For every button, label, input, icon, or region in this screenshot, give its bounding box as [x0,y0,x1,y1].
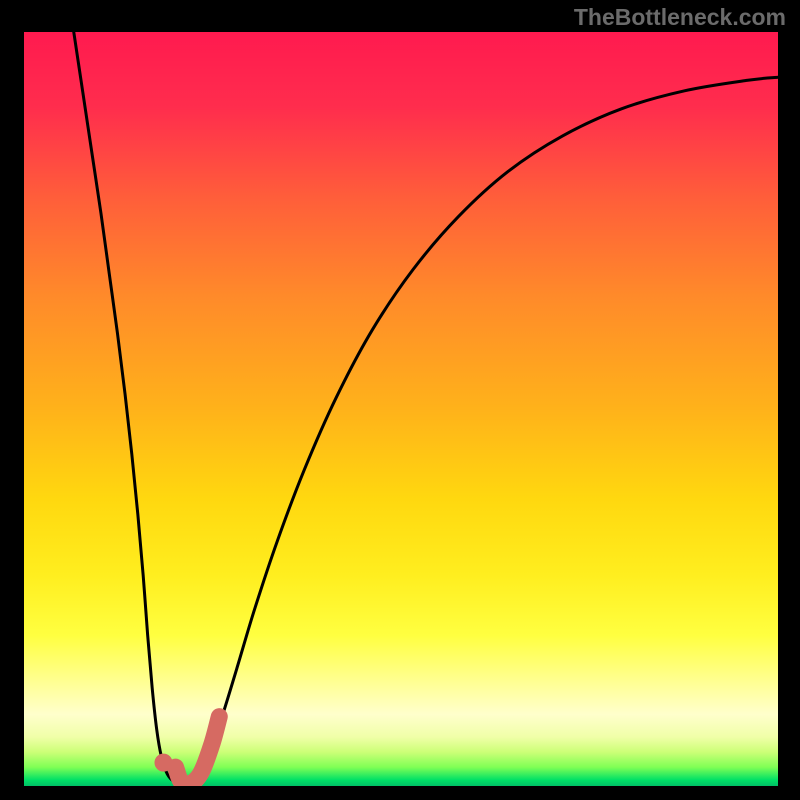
stage: TheBottleneck.com [0,0,800,800]
background-gradient-rect [24,32,778,786]
highlight-dot [154,754,172,772]
plot-svg [24,32,778,786]
attribution-label: TheBottleneck.com [574,4,786,31]
plot-area [24,32,778,786]
